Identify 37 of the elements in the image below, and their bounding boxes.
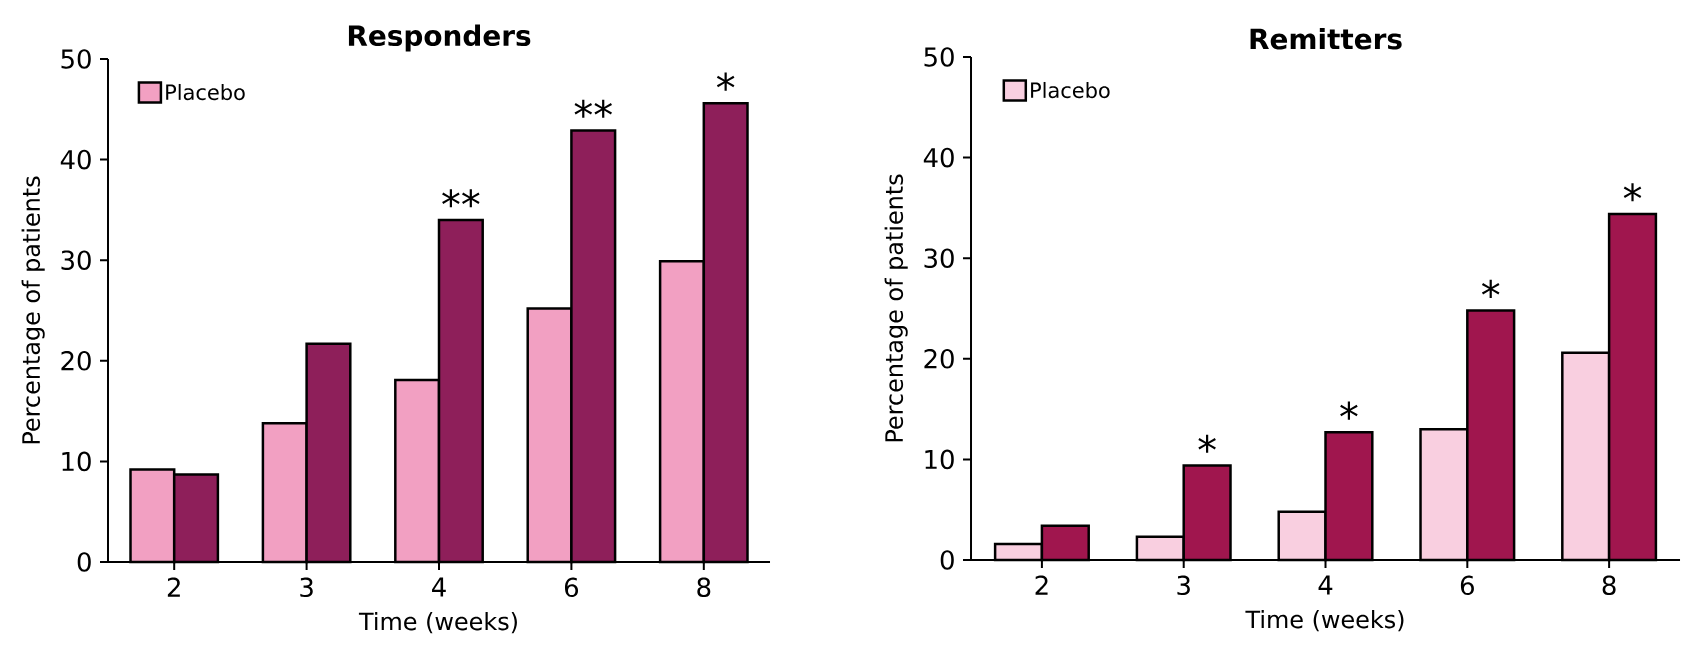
x-tick-label: 8	[1602, 575, 1616, 596]
annotation: *	[1623, 183, 1642, 202]
annotation: *	[1198, 434, 1216, 453]
y-axis-title: Percentage of patients	[884, 174, 908, 442]
chart-title: Remitters	[1250, 27, 1402, 50]
annotation: *	[1481, 279, 1500, 298]
x-tick-label: 6	[564, 577, 579, 598]
y-tick-label: 0	[940, 550, 954, 570]
x-tick-label: 3	[1177, 575, 1190, 596]
legend-label: Placebo	[1031, 81, 1110, 99]
x-tick-label: 4	[432, 577, 446, 597]
annotation: *	[1340, 401, 1358, 420]
x-axis-title: Time (weeks)	[1245, 609, 1404, 632]
y-tick-label: 30	[61, 250, 91, 270]
y-tick-label: 40	[923, 147, 954, 168]
y-tick-label: 50	[61, 49, 91, 69]
y-tick-label: 20	[61, 350, 91, 371]
legend-label: Placebo	[166, 83, 245, 101]
x-tick-label: 6	[1460, 575, 1474, 596]
annotation: *	[716, 72, 735, 91]
annotation: **	[442, 189, 480, 208]
x-tick-label: 4	[1318, 575, 1333, 595]
annotation: **	[574, 99, 612, 118]
x-tick-label: 3	[300, 577, 313, 598]
x-axis-title: Time (weeks)	[358, 611, 517, 634]
y-tick-label: 50	[924, 47, 954, 67]
y-tick-label: 20	[924, 348, 954, 369]
y-axis-title: Percentage of patients	[21, 176, 45, 444]
x-tick-label: 2	[167, 577, 180, 597]
x-tick-label: 2	[1035, 575, 1048, 595]
chart-title: Responders	[348, 24, 531, 52]
y-tick-label: 10	[62, 451, 91, 472]
y-tick-label: 0	[77, 552, 91, 572]
y-tick-label: 30	[924, 248, 954, 268]
x-tick-label: 8	[697, 577, 711, 598]
y-tick-label: 40	[60, 149, 91, 170]
y-tick-label: 10	[925, 449, 954, 470]
